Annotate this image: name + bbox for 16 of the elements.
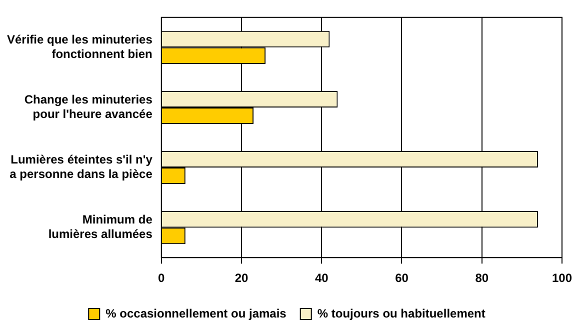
category-label: a personne dans la pièce <box>10 167 152 182</box>
category-label: Lumières éteintes s'il n'y <box>10 152 152 167</box>
category-label: Minimum de <box>82 212 152 227</box>
x-tick-label: 40 <box>314 271 329 286</box>
x-tick-label: 80 <box>475 271 489 286</box>
legend-label: % toujours ou habituellement <box>317 306 486 320</box>
x-tick-label: 100 <box>552 271 572 286</box>
x-tick-label: 60 <box>395 271 409 286</box>
category-label: Vérifie que les minuteries <box>7 32 152 47</box>
x-tick-label: 20 <box>234 271 249 286</box>
category-label: fonctionnent bien <box>52 46 152 61</box>
category-label: pour l'heure avancée <box>32 106 152 121</box>
x-tick-label: 0 <box>158 271 166 286</box>
category-label: lumières allumées <box>48 227 152 242</box>
category-label: Change les minuteries <box>24 92 152 107</box>
legend-label: % occasionnellement ou jamais <box>106 306 287 320</box>
